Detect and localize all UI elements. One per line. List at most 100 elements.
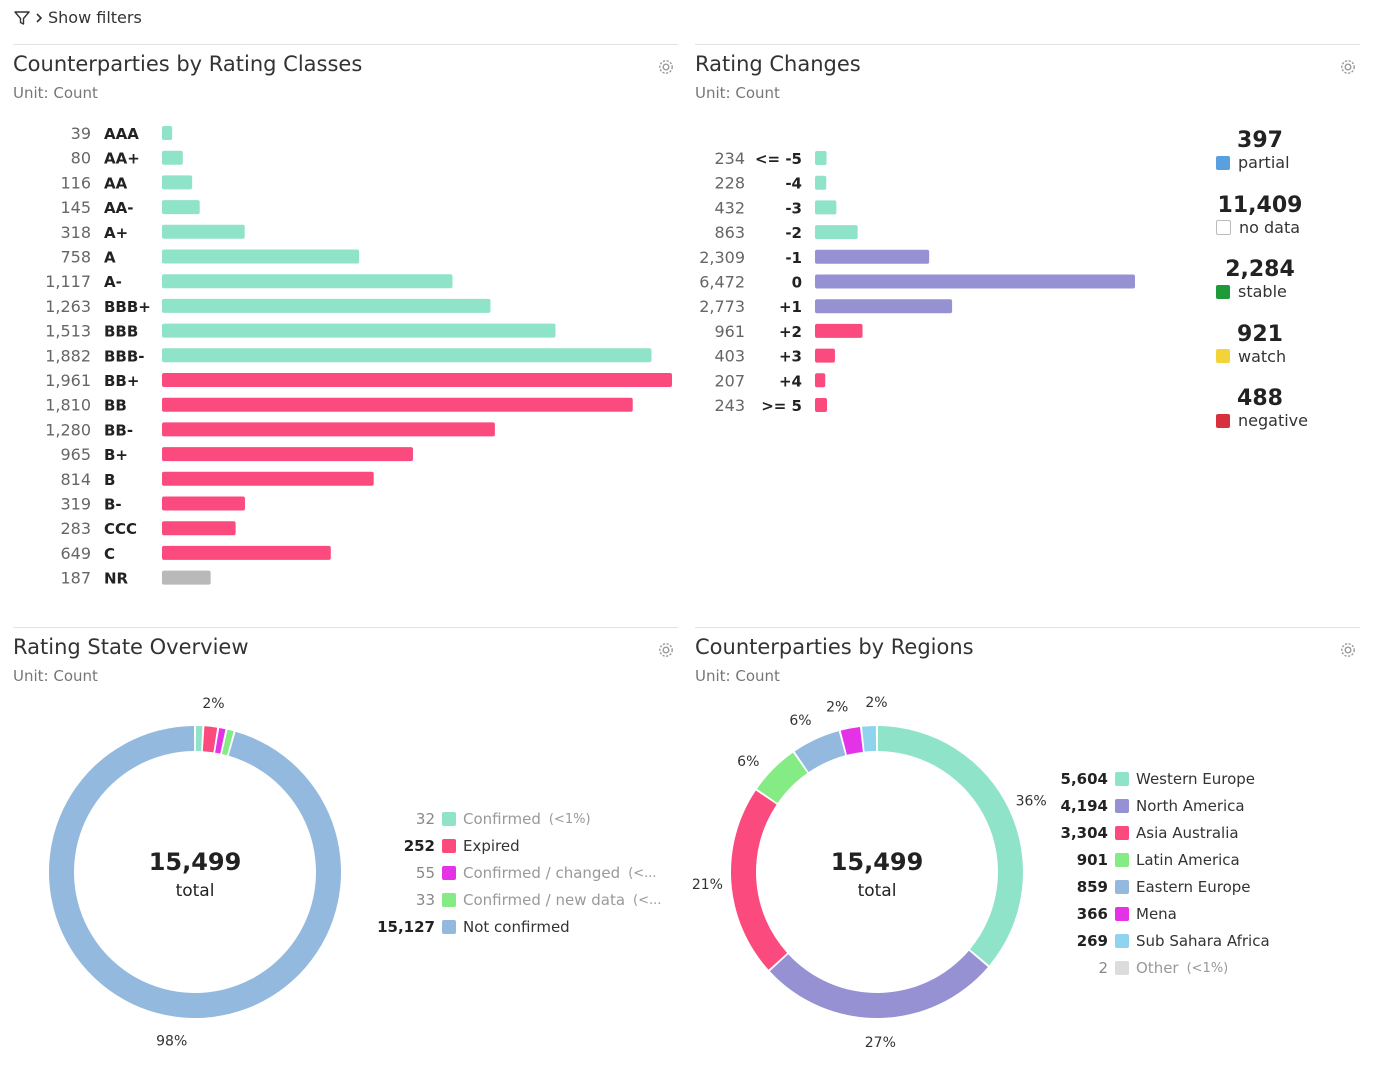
side-legend-item[interactable]: 11,409 no data [1200, 193, 1320, 237]
legend-item[interactable]: 33 Confirmed / new data (<... [375, 889, 662, 911]
bar[interactable] [815, 373, 826, 388]
legend-item[interactable]: 859 Eastern Europe [1052, 876, 1251, 898]
bar[interactable] [162, 570, 211, 585]
bar-value-label: 1,263 [45, 297, 91, 316]
donut-slice[interactable] [221, 729, 234, 756]
gear-icon[interactable] [1338, 640, 1358, 660]
gear-icon[interactable] [1338, 57, 1358, 77]
donut-slice[interactable] [840, 726, 863, 755]
legend-swatch [1216, 284, 1230, 299]
bar-value-label: 2,309 [699, 248, 745, 267]
bar[interactable] [162, 200, 200, 215]
side-legend-label: negative [1238, 411, 1308, 430]
bar-category-label: +2 [779, 323, 802, 341]
legend-label: Asia Australia [1136, 824, 1239, 842]
legend-item[interactable]: 32 Confirmed (<1%) [375, 808, 591, 830]
donut-slice[interactable] [794, 731, 846, 773]
legend-item[interactable]: 252 Expired [375, 835, 520, 857]
bar[interactable] [162, 496, 245, 511]
side-legend-item[interactable]: 397 partial [1200, 128, 1320, 172]
legend-swatch [442, 866, 456, 880]
bar-value-label: 2,773 [699, 297, 745, 316]
divider-top-right [695, 44, 1360, 45]
panel-unit-regions: Unit: Count [695, 667, 780, 685]
bar[interactable] [162, 224, 245, 239]
legend-item[interactable]: 2 Other (<1%) [1052, 957, 1228, 979]
bar[interactable] [162, 150, 183, 165]
bar[interactable] [162, 298, 491, 313]
donut-slice[interactable] [202, 726, 218, 753]
panel-unit-rating-state: Unit: Count [13, 667, 98, 685]
bar[interactable] [162, 422, 495, 437]
side-legend-value: 2,284 [1225, 257, 1295, 282]
bar[interactable] [162, 373, 672, 387]
bar[interactable] [162, 397, 633, 412]
bar[interactable] [815, 175, 827, 190]
donut-percent-label: 36% [1016, 793, 1047, 809]
bar[interactable] [162, 274, 453, 289]
legend-label: Confirmed [463, 810, 541, 828]
donut-slice[interactable] [862, 726, 877, 752]
bar-value-label: 1,882 [45, 346, 91, 365]
bar[interactable] [815, 225, 858, 240]
gear-icon[interactable] [656, 57, 676, 77]
bar[interactable] [815, 398, 828, 412]
donut-slice[interactable] [757, 752, 808, 804]
donut-slice[interactable] [769, 950, 988, 1018]
bar-category-label: AA- [104, 199, 133, 217]
bar[interactable] [162, 126, 173, 140]
legend-label: Sub Sahara Africa [1136, 932, 1270, 950]
bar[interactable] [815, 249, 930, 264]
donut-slice[interactable] [195, 726, 203, 752]
bar-value-label: 318 [60, 223, 91, 242]
legend-swatch [1216, 219, 1231, 235]
bar[interactable] [815, 323, 863, 338]
bar-category-label: A [104, 249, 116, 267]
donut-percent-label: 21% [692, 877, 723, 893]
bar-category-label: BB+ [104, 372, 139, 390]
bar[interactable] [815, 299, 953, 314]
bar[interactable] [162, 348, 652, 363]
bar[interactable] [162, 521, 236, 536]
bar[interactable] [162, 545, 331, 560]
legend-swatch [442, 893, 456, 907]
legend-item[interactable]: 15,127 Not confirmed [375, 916, 570, 938]
donut-percent-label: 27% [865, 1035, 896, 1051]
rating-state-donut: 15,499 total 2% 98% [49, 696, 342, 1049]
panel-title-rating-classes: Counterparties by Rating Classes [13, 52, 363, 76]
legend-item[interactable]: 4,194 North America [1052, 795, 1245, 817]
bar[interactable] [815, 274, 1135, 289]
donut-slice[interactable] [215, 728, 226, 754]
legend-item[interactable]: 366 Mena [1052, 903, 1177, 925]
donut-slice[interactable] [877, 726, 1023, 966]
side-legend-item[interactable]: 488 negative [1200, 386, 1320, 430]
bar[interactable] [162, 447, 413, 462]
bar[interactable] [162, 323, 556, 338]
bar-category-label: -1 [785, 249, 802, 267]
side-legend-value: 11,409 [1217, 192, 1303, 218]
side-legend-item[interactable]: 921 watch [1200, 322, 1320, 366]
show-filters-toggle[interactable]: Show filters [14, 8, 142, 27]
bar[interactable] [815, 200, 837, 215]
donut-slice[interactable] [731, 790, 788, 970]
bar-category-label: <= -5 [755, 150, 802, 168]
legend-value: 859 [1076, 878, 1108, 896]
legend-item[interactable]: 269 Sub Sahara Africa [1052, 930, 1270, 952]
legend-item[interactable]: 5,604 Western Europe [1052, 768, 1256, 790]
legend-item[interactable]: 55 Confirmed / changed (<... [375, 862, 657, 884]
legend-swatch [442, 920, 456, 934]
legend-item[interactable]: 901 Latin America [1052, 849, 1240, 871]
side-legend-item[interactable]: 2,284 stable [1200, 257, 1320, 301]
bar[interactable] [815, 348, 835, 363]
donut-center-label: total [176, 881, 215, 901]
bar[interactable] [162, 249, 360, 264]
bar[interactable] [162, 471, 374, 486]
legend-swatch [1115, 826, 1129, 840]
bar-value-label: 1,280 [45, 420, 91, 439]
legend-item[interactable]: 3,304 Asia Australia [1052, 822, 1239, 844]
divider-bottom-right [695, 627, 1360, 628]
bar[interactable] [162, 175, 193, 190]
bar-value-label: 6,472 [699, 273, 745, 292]
gear-icon[interactable] [656, 640, 676, 660]
bar[interactable] [815, 151, 827, 165]
